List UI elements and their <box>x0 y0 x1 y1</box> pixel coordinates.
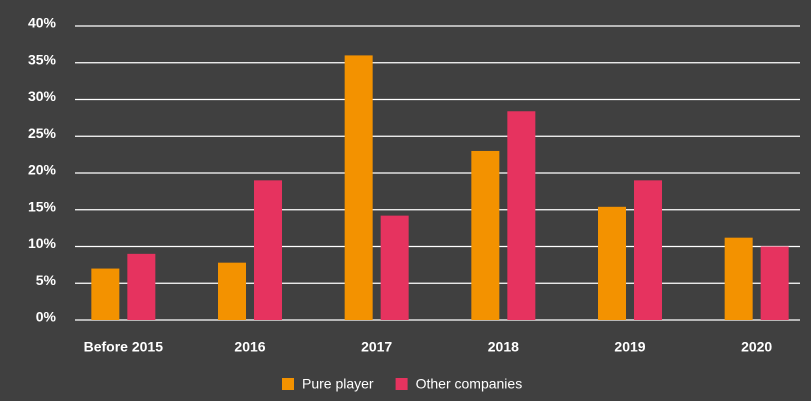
y-tick-label: 5% <box>36 272 57 288</box>
bar <box>598 206 626 320</box>
bar <box>127 253 156 320</box>
bar <box>724 237 753 320</box>
y-tick-label: 30% <box>28 88 57 104</box>
y-tick-label: 20% <box>28 162 57 178</box>
bar <box>380 215 409 320</box>
y-tick-label: 35% <box>28 51 57 67</box>
x-tick-label: 2016 <box>234 339 265 355</box>
x-tick-label: 2018 <box>488 339 519 355</box>
bar <box>344 55 373 321</box>
bar <box>254 180 282 320</box>
bar <box>218 262 246 320</box>
bar <box>760 246 789 320</box>
legend-swatch <box>282 378 294 390</box>
x-tick-label: Before 2015 <box>84 339 164 355</box>
y-tick-label: 15% <box>28 198 57 214</box>
y-tick-label: 40% <box>28 15 57 31</box>
bar <box>634 180 662 320</box>
y-tick-label: 25% <box>28 125 57 141</box>
bar <box>471 150 500 320</box>
x-tick-label: 2020 <box>741 339 772 355</box>
legend-label: Other companies <box>416 376 523 392</box>
bar <box>507 111 536 320</box>
legend-label: Pure player <box>302 376 374 392</box>
x-tick-label: 2019 <box>614 339 645 355</box>
y-tick-label: 0% <box>36 309 57 325</box>
bar <box>91 268 120 320</box>
legend-swatch <box>395 378 408 390</box>
y-tick-label: 10% <box>28 235 57 251</box>
x-tick-label: 2017 <box>361 339 392 355</box>
